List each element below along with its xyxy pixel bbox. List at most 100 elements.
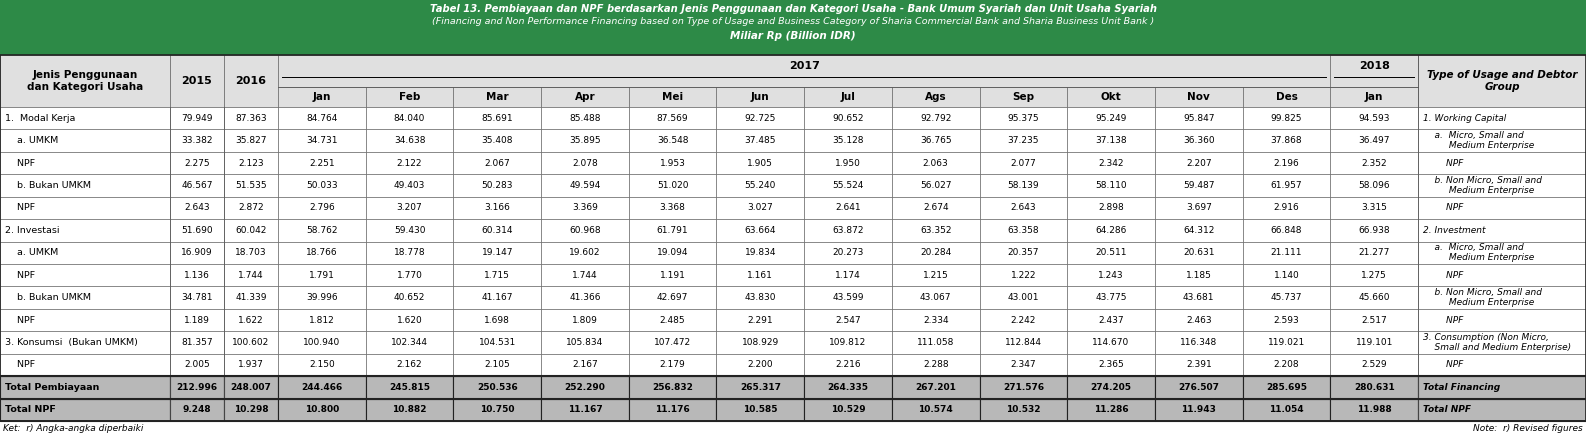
Text: 99.825: 99.825 bbox=[1270, 114, 1302, 123]
Bar bbox=[1155, 309, 1242, 331]
Text: 119.101: 119.101 bbox=[1356, 338, 1393, 347]
Bar bbox=[0, 354, 170, 376]
Bar bbox=[454, 107, 541, 129]
Text: 60.042: 60.042 bbox=[235, 226, 266, 235]
Bar bbox=[454, 152, 541, 174]
Bar bbox=[891, 197, 980, 219]
Bar bbox=[1418, 354, 1586, 376]
Text: 34.638: 34.638 bbox=[393, 136, 425, 145]
Bar bbox=[170, 242, 224, 264]
Text: 2.207: 2.207 bbox=[1186, 159, 1212, 167]
Bar bbox=[1331, 152, 1418, 174]
Text: 85.488: 85.488 bbox=[569, 114, 601, 123]
Bar bbox=[1331, 309, 1418, 331]
Bar bbox=[804, 174, 891, 197]
Text: 51.535: 51.535 bbox=[235, 181, 266, 190]
Text: 10.800: 10.800 bbox=[305, 405, 339, 414]
Text: 2.342: 2.342 bbox=[1099, 159, 1124, 167]
Bar bbox=[1418, 107, 1586, 129]
Bar bbox=[1067, 197, 1155, 219]
Text: 64.312: 64.312 bbox=[1183, 226, 1215, 235]
Bar bbox=[1331, 107, 1418, 129]
Text: 18.766: 18.766 bbox=[306, 248, 338, 257]
Text: 1.136: 1.136 bbox=[184, 271, 209, 280]
Text: 116.348: 116.348 bbox=[1180, 338, 1218, 347]
Bar bbox=[541, 197, 628, 219]
Bar bbox=[278, 197, 366, 219]
Text: 105.834: 105.834 bbox=[566, 338, 604, 347]
Bar bbox=[891, 107, 980, 129]
Bar bbox=[717, 399, 804, 421]
Bar bbox=[628, 219, 717, 242]
Text: 20.631: 20.631 bbox=[1183, 248, 1215, 257]
Text: 20.284: 20.284 bbox=[920, 248, 952, 257]
Text: 119.021: 119.021 bbox=[1267, 338, 1305, 347]
Bar bbox=[0, 399, 170, 421]
Bar bbox=[1418, 174, 1586, 197]
Text: 43.775: 43.775 bbox=[1096, 293, 1126, 302]
Bar bbox=[717, 242, 804, 264]
Bar bbox=[980, 152, 1067, 174]
Text: 2.291: 2.291 bbox=[747, 316, 772, 324]
Bar bbox=[1067, 286, 1155, 309]
Text: 21.111: 21.111 bbox=[1270, 248, 1302, 257]
Text: 43.830: 43.830 bbox=[744, 293, 776, 302]
Text: 36.548: 36.548 bbox=[657, 136, 688, 145]
Bar bbox=[224, 152, 278, 174]
Bar bbox=[0, 174, 170, 197]
Text: 2. Investment: 2. Investment bbox=[1423, 226, 1486, 235]
Bar bbox=[0, 264, 170, 286]
Text: Apr: Apr bbox=[574, 92, 595, 102]
Text: 49.594: 49.594 bbox=[569, 181, 601, 190]
Text: 18.778: 18.778 bbox=[393, 248, 425, 257]
Bar bbox=[278, 129, 366, 152]
Text: 2. Investasi: 2. Investasi bbox=[5, 226, 60, 235]
Bar bbox=[541, 286, 628, 309]
Bar bbox=[224, 331, 278, 354]
Bar bbox=[1418, 399, 1586, 421]
Bar bbox=[1242, 242, 1331, 264]
Text: 1.744: 1.744 bbox=[238, 271, 263, 280]
Bar bbox=[541, 129, 628, 152]
Bar bbox=[170, 264, 224, 286]
Text: 1.620: 1.620 bbox=[396, 316, 422, 324]
Bar bbox=[366, 152, 454, 174]
Text: 2.334: 2.334 bbox=[923, 316, 948, 324]
Text: 95.375: 95.375 bbox=[1007, 114, 1039, 123]
Bar bbox=[1155, 129, 1242, 152]
Bar bbox=[1155, 107, 1242, 129]
Text: 87.569: 87.569 bbox=[657, 114, 688, 123]
Text: 60.314: 60.314 bbox=[482, 226, 512, 235]
Bar bbox=[717, 354, 804, 376]
Bar bbox=[1331, 197, 1418, 219]
Text: NPF: NPF bbox=[1423, 271, 1464, 280]
Bar bbox=[1242, 376, 1331, 399]
Text: 94.593: 94.593 bbox=[1358, 114, 1389, 123]
Text: 81.357: 81.357 bbox=[181, 338, 213, 347]
Bar bbox=[1067, 399, 1155, 421]
Text: Note:  r) Revised figures: Note: r) Revised figures bbox=[1473, 424, 1583, 433]
Text: 1.770: 1.770 bbox=[396, 271, 422, 280]
Text: Total Pembiayaan: Total Pembiayaan bbox=[5, 383, 100, 392]
Text: 35.408: 35.408 bbox=[482, 136, 512, 145]
Bar bbox=[541, 107, 628, 129]
Bar bbox=[1242, 129, 1331, 152]
Text: 3.368: 3.368 bbox=[660, 204, 685, 212]
Bar bbox=[170, 174, 224, 197]
Text: 92.725: 92.725 bbox=[744, 114, 776, 123]
Bar bbox=[717, 376, 804, 399]
Bar bbox=[1242, 87, 1331, 107]
Text: 10.529: 10.529 bbox=[831, 405, 866, 414]
Bar bbox=[1155, 197, 1242, 219]
Text: 2.067: 2.067 bbox=[484, 159, 511, 167]
Bar bbox=[980, 107, 1067, 129]
Text: 1.809: 1.809 bbox=[573, 316, 598, 324]
Text: 2.200: 2.200 bbox=[747, 361, 772, 369]
Bar bbox=[628, 197, 717, 219]
Text: 58.096: 58.096 bbox=[1358, 181, 1389, 190]
Text: 1.189: 1.189 bbox=[184, 316, 209, 324]
Text: 49.403: 49.403 bbox=[393, 181, 425, 190]
Text: a. UMKM: a. UMKM bbox=[5, 136, 59, 145]
Text: 107.472: 107.472 bbox=[653, 338, 691, 347]
Text: a. UMKM: a. UMKM bbox=[5, 248, 59, 257]
